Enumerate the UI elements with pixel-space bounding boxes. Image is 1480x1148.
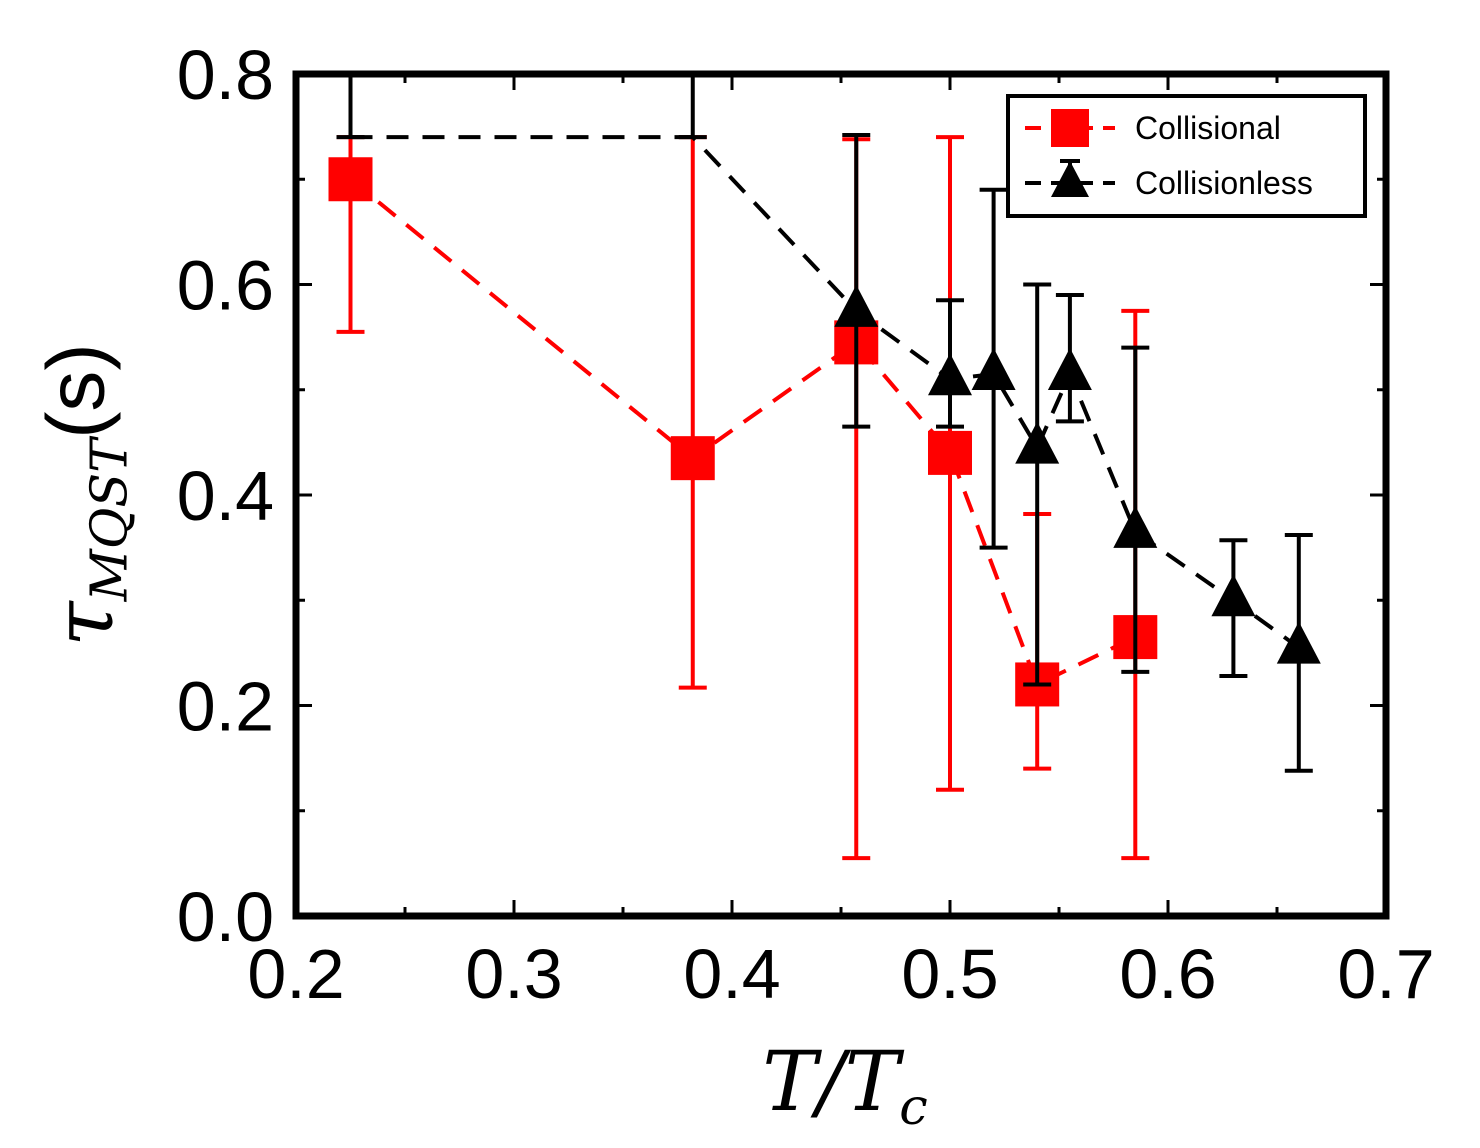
data-point-triangle xyxy=(1113,505,1158,548)
series-line xyxy=(349,177,1137,688)
data-point-triangle xyxy=(1276,621,1321,664)
series-collisional xyxy=(328,135,1158,861)
x-tick-label: 0.2 xyxy=(247,935,344,1013)
legend: Collisional Collisionless xyxy=(1006,94,1367,218)
y-tick-label: 0.2 xyxy=(177,668,274,746)
x-tick-label: 0.4 xyxy=(683,935,780,1013)
series-line xyxy=(350,135,1300,650)
x-tick-label: 0.6 xyxy=(1119,935,1216,1013)
data-point-triangle xyxy=(1015,421,1060,464)
x-tick-label: 0.3 xyxy=(465,935,562,1013)
y-tick-label: 0.0 xyxy=(177,878,274,956)
legend-marker-triangle xyxy=(1051,161,1089,197)
legend-label: Collisional xyxy=(1135,110,1281,146)
data-point-triangle xyxy=(1047,347,1092,390)
data-point-triangle xyxy=(834,284,879,327)
x-axis-label: T/Tc xyxy=(762,1035,927,1136)
data-point-triangle xyxy=(928,353,972,396)
x-tick-label: 0.7 xyxy=(1337,935,1434,1013)
data-point-square xyxy=(670,436,715,481)
tick-labels: 0.2 0.3 0.4 0.5 0.6 0.70.00.20.40.60.8 xyxy=(177,36,1435,1013)
y-tick-label: 0.4 xyxy=(177,457,274,535)
data-point-square xyxy=(328,157,373,202)
plot-series xyxy=(328,74,1321,861)
y-tick-label: 0.6 xyxy=(177,247,274,325)
x-tick-label: 0.5 xyxy=(901,935,998,1013)
legend-marker-square xyxy=(1051,109,1089,147)
legend-entry: Collisional xyxy=(1025,109,1281,147)
data-point-triangle xyxy=(971,347,1016,390)
series-collisionless xyxy=(336,74,1321,773)
y-tick-label: 0.8 xyxy=(177,36,274,114)
plot-area xyxy=(328,74,1321,861)
legend-label: Collisionless xyxy=(1135,165,1313,201)
y-axis-label: τMQST(s) xyxy=(30,343,138,646)
plot-frame xyxy=(292,70,1390,920)
legend-entry: Collisionless xyxy=(1025,159,1313,201)
data-point-triangle xyxy=(1211,574,1256,617)
data-point-square xyxy=(928,430,972,475)
